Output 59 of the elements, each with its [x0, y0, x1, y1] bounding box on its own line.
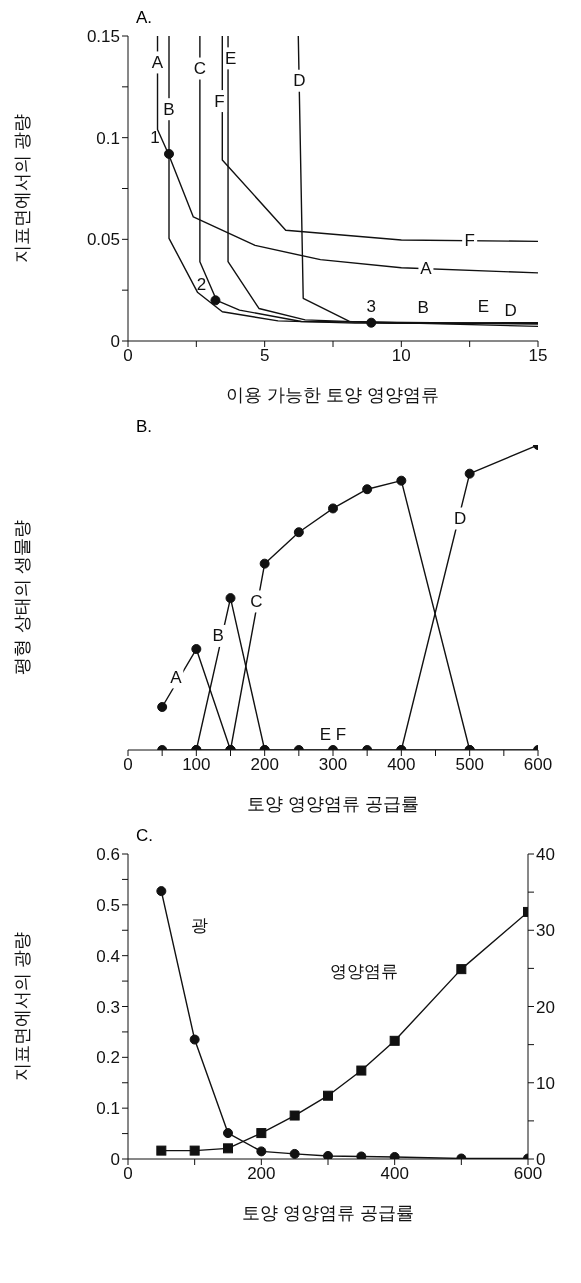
x-tick-label: 400: [387, 755, 416, 775]
annotation: 3: [366, 297, 376, 317]
x-tick-label: 0: [123, 346, 133, 366]
x-tick-label: 0: [123, 1164, 133, 1184]
y-tick-label: 0.3: [96, 997, 120, 1017]
annotation: B: [417, 297, 429, 317]
x-axis-title: 토양 영양염류 공급률: [241, 1203, 415, 1223]
x-tick-label: 0: [123, 755, 133, 775]
annotation: C: [250, 591, 263, 611]
annotation: E F: [319, 724, 347, 744]
x-axis-title: 이용 가능한 토양 영양염류: [226, 385, 440, 405]
annotation: D: [504, 300, 517, 320]
annotation: B: [163, 99, 175, 119]
x-tick-label: 600: [523, 755, 553, 775]
y2-tick-label: 40: [536, 845, 555, 865]
x-tick-label: 10: [391, 346, 411, 366]
annotation: D: [293, 71, 306, 91]
x-axis-title: 토양 영양염류 공급률: [246, 794, 420, 814]
y-tick-label: 0.2: [96, 1048, 120, 1068]
y2-tick-label: 30: [536, 921, 555, 941]
x-tick-label: 200: [247, 1164, 276, 1184]
annotation: C: [193, 59, 207, 79]
y-tick-label: 0: [110, 1150, 120, 1170]
y-tick-label: 0.05: [86, 230, 120, 250]
y-tick-label: 0: [110, 332, 120, 352]
annotation: A: [151, 52, 164, 72]
y-axis-title: 지표면에서의 광량: [12, 931, 33, 1082]
chart-title: C.: [135, 826, 154, 846]
x-tick-label: 5: [259, 346, 270, 366]
x-tick-label: 400: [380, 1164, 409, 1184]
y-tick-label: 0.1: [96, 128, 120, 148]
series-label: 광: [191, 916, 209, 936]
annotation: F: [464, 231, 475, 251]
x-tick-label: 500: [455, 755, 484, 775]
y-tick-label: 0.4: [96, 946, 120, 966]
x-tick-label: 15: [528, 346, 548, 366]
annotation: 1: [150, 128, 160, 148]
y-tick-label: 0.5: [96, 895, 120, 915]
y-axis-title: 지표면에서의 광량: [12, 113, 33, 264]
annotation: B: [212, 626, 224, 646]
y-axis-title: 평형 상태의 생물량: [12, 520, 33, 675]
y2-tick-label: 20: [536, 997, 555, 1017]
text: 영양염류: [330, 961, 398, 981]
chart-title: A.: [135, 8, 154, 28]
x-tick-label: 100: [182, 755, 211, 775]
annotation: E: [225, 48, 237, 68]
annotation: A: [170, 667, 183, 687]
y-tick-label: 0.6: [96, 845, 120, 865]
annotation: E: [477, 297, 490, 317]
chart-title: B.: [135, 417, 154, 437]
y2-tick-label: 10: [536, 1073, 555, 1093]
x-tick-label: 200: [250, 755, 279, 775]
annotation: 2: [196, 274, 207, 294]
annotation: A: [420, 259, 433, 279]
annotation: F: [214, 91, 225, 111]
y-tick-label: 0.15: [86, 27, 120, 47]
annotation: D: [453, 509, 467, 529]
x-tick-label: 300: [318, 755, 348, 775]
y-tick-label: 0.1: [96, 1099, 120, 1119]
